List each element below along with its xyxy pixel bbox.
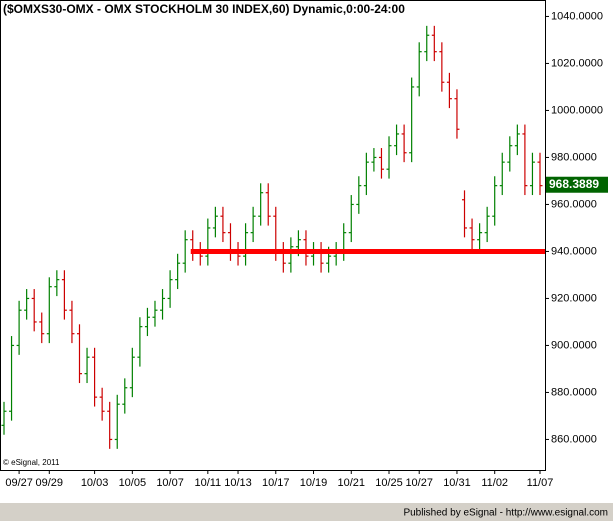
y-tick-label: 940.0000 xyxy=(551,245,597,257)
x-tick-label: 10/25 xyxy=(375,477,403,489)
x-tick-label: 10/11 xyxy=(194,477,221,489)
last-price-label: 968.3889 xyxy=(549,177,599,191)
x-tick-label: 10/13 xyxy=(224,477,252,489)
y-tick-label: 1040.0000 xyxy=(551,10,603,22)
footer-bar xyxy=(0,503,613,521)
x-tick-label: 09/27 xyxy=(5,477,33,489)
x-tick-label: 10/05 xyxy=(119,477,147,489)
x-tick-label: 11/02 xyxy=(481,477,508,489)
y-tick-label: 860.0000 xyxy=(551,433,597,445)
y-tick-label: 980.0000 xyxy=(551,151,597,163)
chart-title: ($OMXS30-OMX - OMX STOCKHOLM 30 INDEX,60… xyxy=(3,2,405,16)
y-tick-label: 960.0000 xyxy=(551,198,597,210)
x-tick-label: 10/21 xyxy=(338,477,366,489)
x-tick-label: 11/07 xyxy=(527,477,554,489)
x-tick-label: 10/03 xyxy=(81,477,109,489)
y-tick-label: 920.0000 xyxy=(551,292,597,304)
y-tick-label: 1000.0000 xyxy=(551,104,603,116)
y-tick-label: 880.0000 xyxy=(551,386,597,398)
x-tick-label: 10/17 xyxy=(262,477,290,489)
x-tick-label: 10/31 xyxy=(443,477,471,489)
last-price-box xyxy=(546,176,608,193)
y-tick-label: 1020.0000 xyxy=(551,57,603,69)
y-tick-label: 900.0000 xyxy=(551,339,597,351)
x-tick-label: 10/27 xyxy=(405,477,433,489)
footer-text: Published by eSignal - http://www.esigna… xyxy=(403,508,608,519)
plot-frame xyxy=(0,0,546,471)
copyright: © eSignal, 2011 xyxy=(3,458,60,467)
x-tick-label: 09/29 xyxy=(36,477,64,489)
x-tick-label: 10/19 xyxy=(300,477,328,489)
x-tick-label: 10/07 xyxy=(156,477,184,489)
